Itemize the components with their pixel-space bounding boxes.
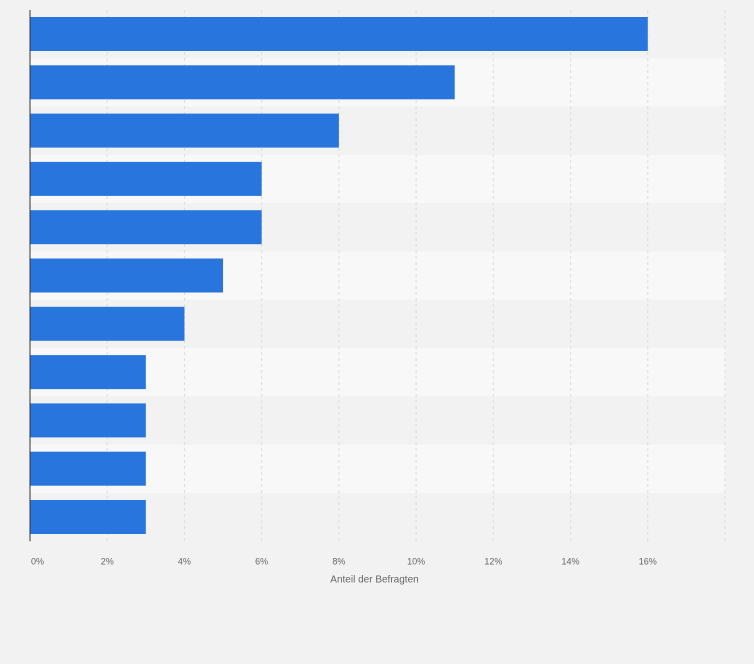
bar[interactable] [30,17,648,51]
x-tick-label: 10% [407,556,425,566]
x-tick-label: 0% [31,556,44,566]
bar[interactable] [30,500,146,534]
x-axis-label: Anteil der Befragten [330,574,418,585]
bar[interactable] [30,403,146,438]
x-tick-label: 16% [639,556,657,566]
x-tick-label: 8% [332,556,345,566]
bars [30,17,648,534]
x-tick-label: 14% [562,556,580,566]
bar[interactable] [30,355,146,390]
x-tick-label: 2% [101,556,114,566]
x-tick-label: 6% [255,556,268,566]
bar[interactable] [30,113,339,148]
bar[interactable] [30,65,455,100]
x-tick-label: 4% [178,556,191,566]
x-tick-label: 12% [484,556,502,566]
bar[interactable] [30,451,146,486]
bar[interactable] [30,306,185,341]
x-tick-labels: 0% 2% 4% 6% 8% 10% 12% 14% 16% [31,556,657,566]
bar[interactable] [30,210,262,245]
bar[interactable] [30,258,224,293]
bar[interactable] [30,161,262,196]
